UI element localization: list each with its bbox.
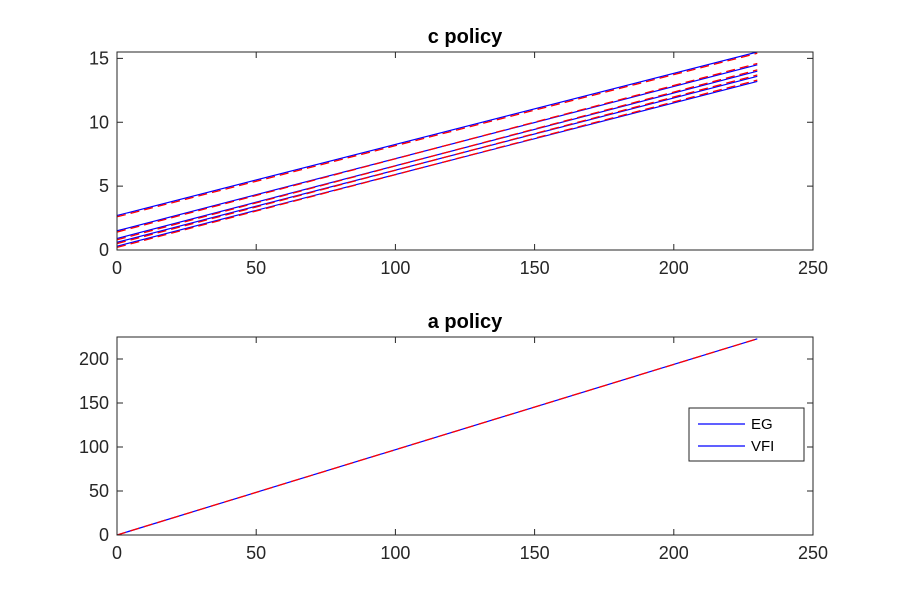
a-policy-title: a policy xyxy=(428,311,503,333)
c-policy-series-line-6 xyxy=(117,52,758,218)
c-policy-series-line-3 xyxy=(117,70,758,240)
a-policy-x-tick-label: 50 xyxy=(246,543,266,563)
a-policy-y-tick-label: 150 xyxy=(79,393,109,413)
c-policy-x-tick-label: 100 xyxy=(380,258,410,278)
a-policy-legend: EG VFI xyxy=(688,407,805,462)
c-policy-y-tick-label: 10 xyxy=(89,112,109,132)
c-policy-plot: c policy 0 50 100 150 200 250 0 5 10 15 xyxy=(89,26,828,278)
c-policy-y-tick-label: 5 xyxy=(99,176,109,196)
c-policy-x-tick-label: 250 xyxy=(798,258,828,278)
a-policy-y-tick-label: 50 xyxy=(89,481,109,501)
c-policy-x-tick-label: 200 xyxy=(659,258,689,278)
c-policy-x-tick-label: 0 xyxy=(112,258,122,278)
a-policy-y-tick-label: 200 xyxy=(79,349,109,369)
legend-label-vfi: VFI xyxy=(751,438,774,455)
legend-label-eg: EG xyxy=(751,416,773,433)
a-policy-x-tick-label: 0 xyxy=(112,543,122,563)
legend-box xyxy=(688,407,805,462)
a-policy-series-line-1 xyxy=(117,338,758,535)
a-policy-y-tick-label: 100 xyxy=(79,437,109,457)
a-policy-plot: a policy 0 50 100 150 200 250 0 50 100 150 200 EG VF… xyxy=(79,311,828,563)
a-policy-x-tick-label: 150 xyxy=(520,543,550,563)
c-policy-title: c policy xyxy=(428,26,503,48)
a-policy-x-tick-label: 250 xyxy=(798,543,828,563)
c-policy-series-line-1 xyxy=(117,52,758,217)
c-policy-axes-box xyxy=(116,51,814,251)
c-policy-series-line-2 xyxy=(117,64,758,232)
a-policy-axes-box xyxy=(116,336,814,536)
c-policy-y-tick-label: 0 xyxy=(99,240,109,260)
c-policy-series-line-8 xyxy=(117,69,758,241)
a-policy-y-tick-label: 0 xyxy=(99,525,109,545)
c-policy-series-line-10 xyxy=(117,79,758,249)
c-policy-x-tick-label: 50 xyxy=(246,258,266,278)
c-policy-series-line-4 xyxy=(117,75,758,243)
c-policy-series-line-9 xyxy=(117,74,758,245)
a-policy-x-tick-label: 200 xyxy=(659,543,689,563)
c-policy-y-tick-label: 15 xyxy=(89,48,109,68)
a-policy-x-tick-label: 100 xyxy=(380,543,410,563)
c-policy-series-line-7 xyxy=(117,62,758,233)
c-policy-x-tick-label: 150 xyxy=(520,258,550,278)
